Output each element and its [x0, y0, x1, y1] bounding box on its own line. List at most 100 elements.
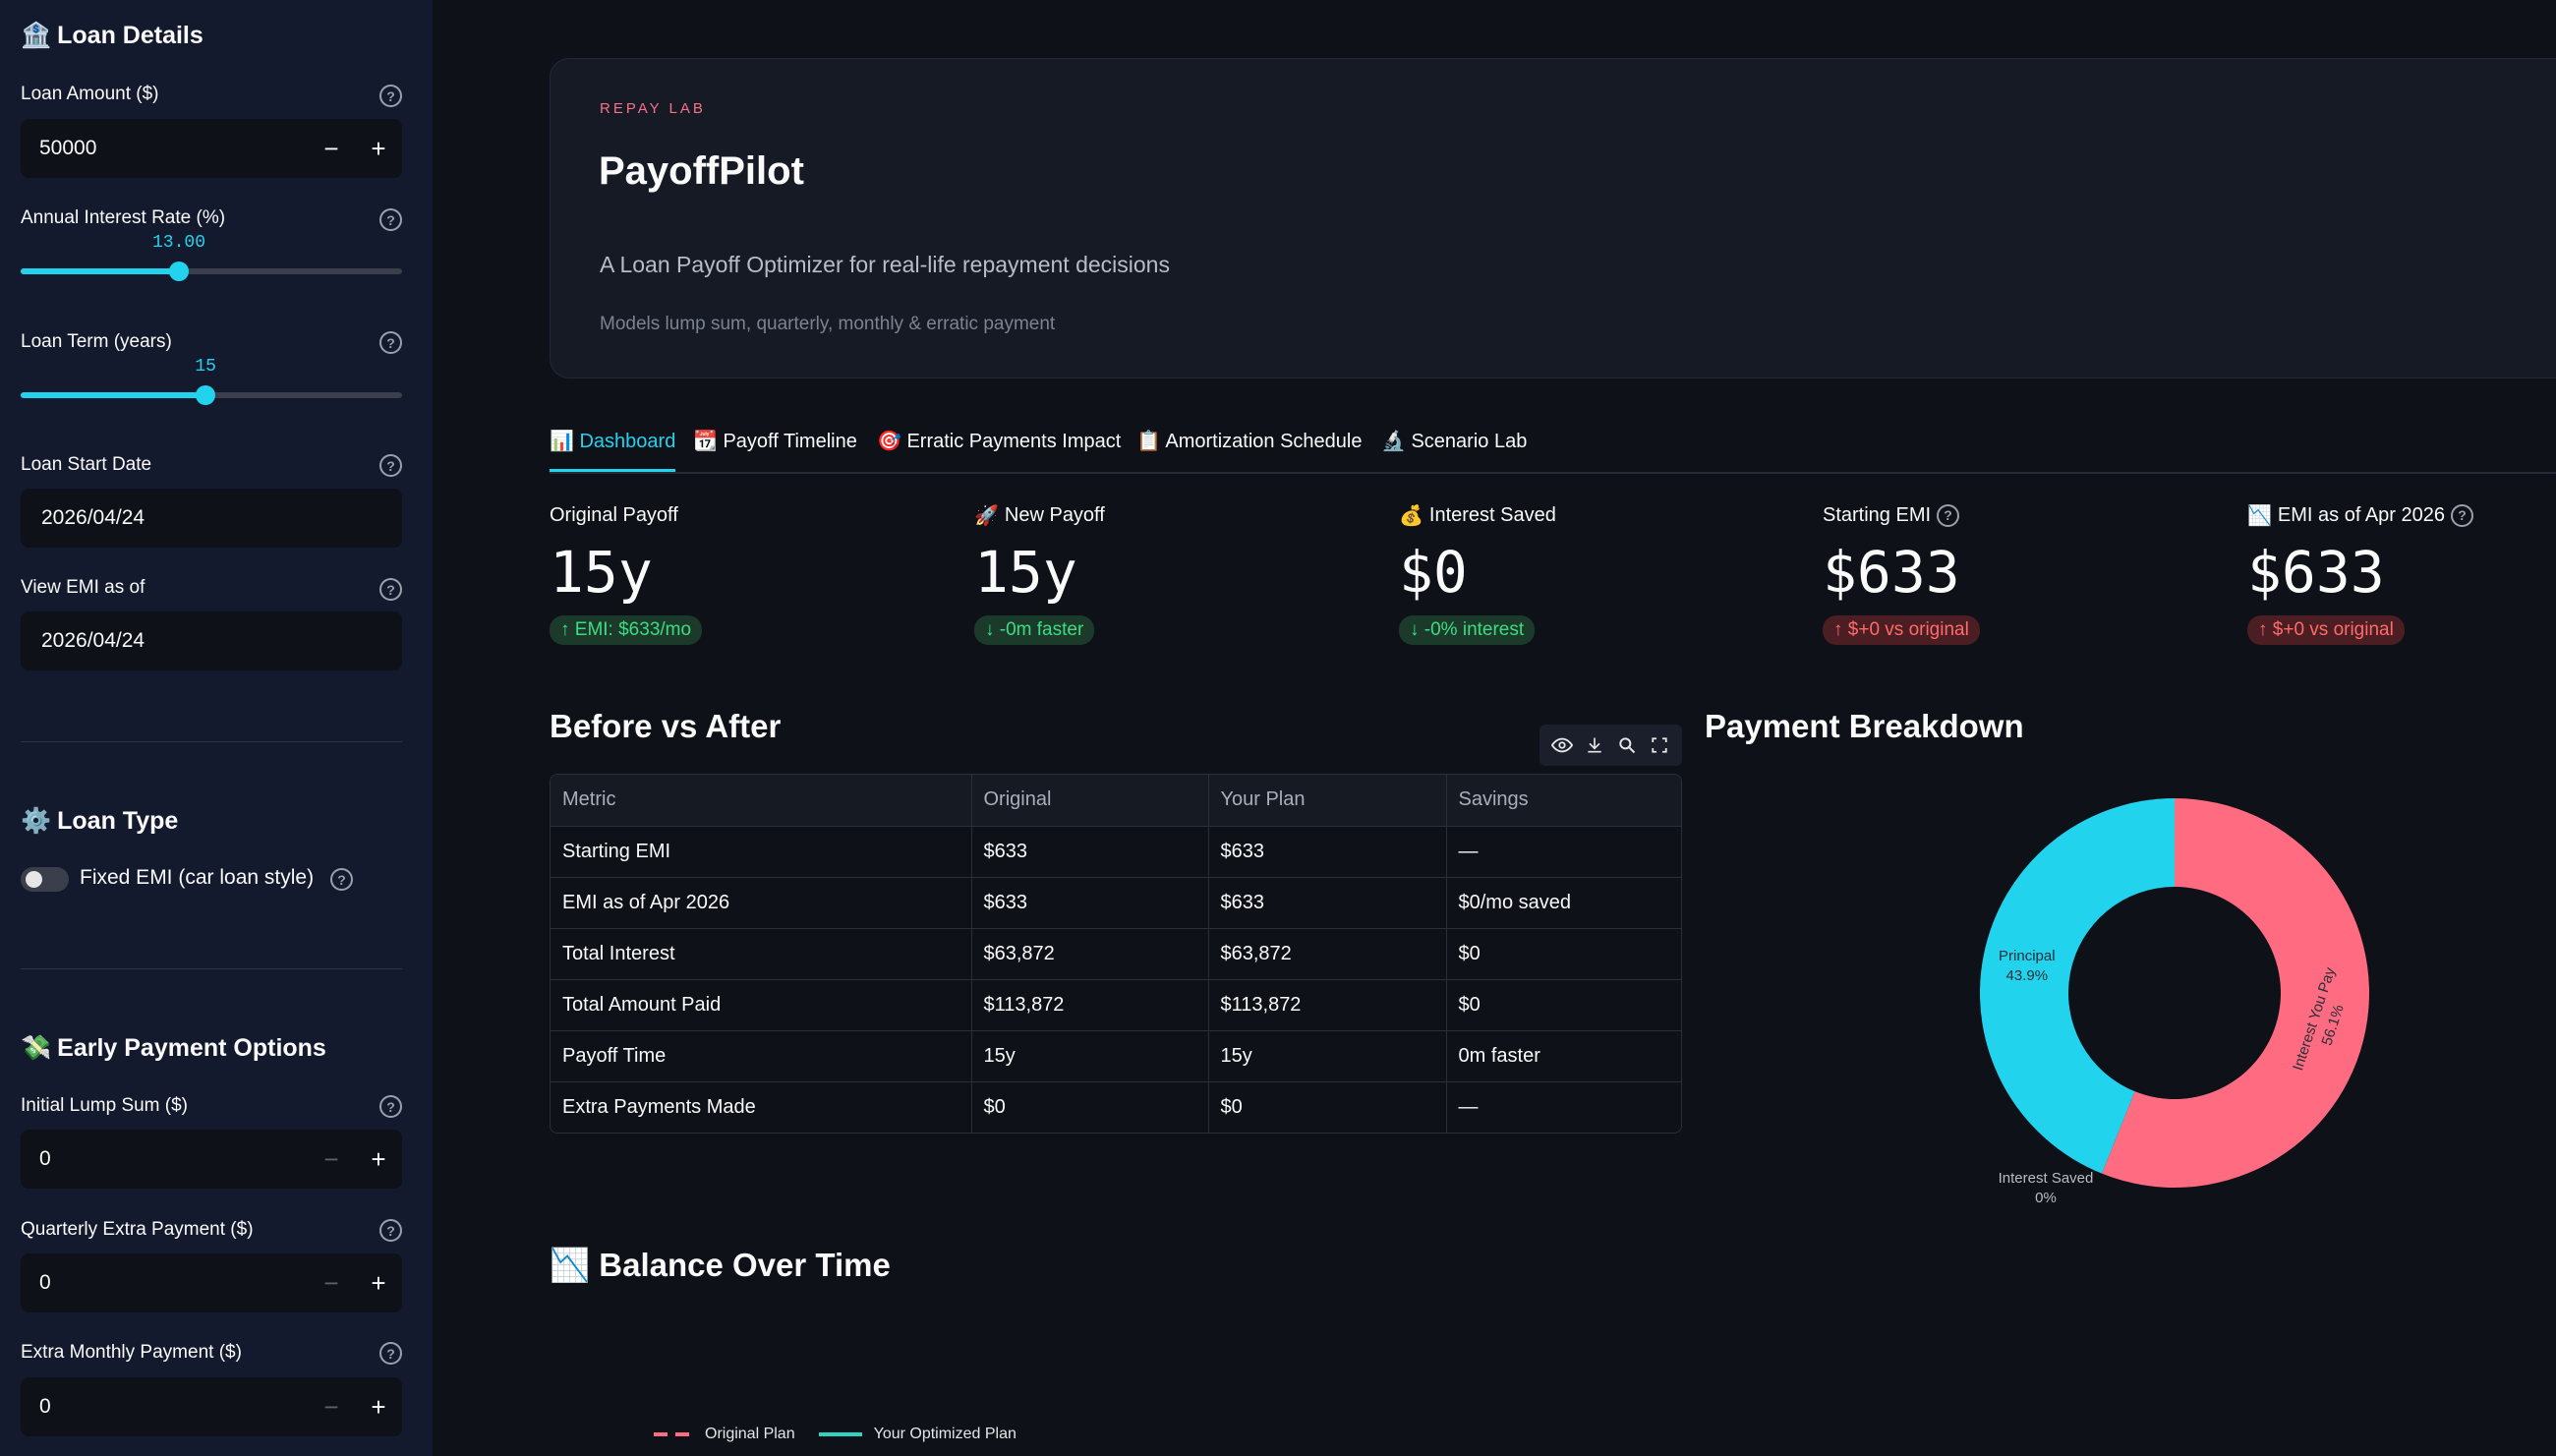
initial-lump-sum-input[interactable]: 0 − +: [21, 1130, 402, 1189]
loan-amount-increment-button[interactable]: +: [371, 134, 386, 163]
column-header[interactable]: Metric: [551, 775, 972, 827]
column-header[interactable]: Original: [971, 775, 1209, 827]
table-cell[interactable]: Total Interest: [551, 928, 972, 980]
table-cell[interactable]: $63,872: [971, 928, 1209, 980]
quarterly-extra-decrement-button[interactable]: −: [323, 1268, 339, 1298]
fullscreen-icon[interactable]: [1648, 733, 1671, 757]
table-cell[interactable]: Extra Payments Made: [551, 1081, 972, 1133]
view-emi-date-value[interactable]: 2026/04/24: [41, 629, 145, 652]
table-cell[interactable]: $113,872: [971, 979, 1209, 1031]
starting-emi-help-icon[interactable]: ?: [1937, 503, 1960, 527]
extra-monthly-decrement-button[interactable]: −: [323, 1392, 339, 1422]
donut-slice[interactable]: [1980, 798, 2175, 1174]
table-cell[interactable]: $0: [1446, 979, 1681, 1031]
table-cell[interactable]: $633: [1208, 826, 1447, 878]
initial-lump-sum-help-icon[interactable]: ?: [379, 1095, 402, 1118]
table-cell[interactable]: $0: [1208, 1081, 1447, 1133]
tab-payoff-timeline[interactable]: 📆 Payoff Timeline: [693, 431, 857, 452]
tab-amortization-schedule[interactable]: 📋 Amortization Schedule: [1136, 431, 1363, 452]
donut-slice[interactable]: [2101, 798, 2369, 1188]
table-cell[interactable]: Payoff Time: [551, 1030, 972, 1082]
table-cell[interactable]: $633: [971, 877, 1209, 929]
table-row: Total Interest $63,872 $63,872 $0: [551, 928, 1681, 980]
table-cell[interactable]: $0: [971, 1081, 1209, 1133]
table-cell[interactable]: $633: [971, 826, 1209, 878]
tab-scenario-lab[interactable]: 🔬 Scenario Lab: [1381, 431, 1528, 452]
arrow-down-icon: ↓: [985, 619, 995, 640]
initial-lump-sum-increment-button[interactable]: +: [371, 1144, 386, 1174]
initial-lump-sum-value[interactable]: 0: [39, 1147, 51, 1170]
view-emi-date-input[interactable]: 2026/04/24: [21, 612, 402, 670]
sidebar: 🏦 Loan Details Loan Amount ($) ? 50000 −…: [0, 0, 433, 1456]
loan-start-date-input[interactable]: 2026/04/24: [21, 489, 402, 548]
loan-amount-input[interactable]: 50000 − +: [21, 119, 402, 178]
before-after-table[interactable]: Metric Original Your Plan Savings Starti…: [550, 774, 1682, 1134]
fixed-emi-toggle[interactable]: [21, 867, 69, 892]
quarterly-extra-label: Quarterly Extra Payment ($): [21, 1219, 254, 1240]
before-after-heading: Before vs After: [550, 708, 782, 744]
extra-monthly-help-icon[interactable]: ?: [379, 1342, 402, 1365]
fixed-emi-toggle-knob[interactable]: [26, 871, 42, 888]
legend-label[interactable]: Original Plan: [705, 1426, 795, 1442]
metric-label: New Payoff: [1004, 503, 1105, 526]
table-cell[interactable]: $633: [1208, 877, 1447, 929]
loan-start-date-help-icon[interactable]: ?: [379, 454, 402, 477]
table-cell[interactable]: $63,872: [1208, 928, 1447, 980]
metric-delta: ↓ -0m faster: [974, 615, 1095, 645]
download-icon[interactable]: [1583, 733, 1606, 757]
fixed-emi-help-icon[interactable]: ?: [330, 868, 353, 891]
table-cell[interactable]: 15y: [971, 1030, 1209, 1082]
extra-monthly-value[interactable]: 0: [39, 1395, 51, 1418]
interest-rate-slider-fill: [21, 268, 180, 274]
payment-breakdown-donut-chart[interactable]: Interest You Pay56.1%Principal 43.9%Inter…: [1705, 767, 2556, 1239]
extra-monthly-increment-button[interactable]: +: [371, 1392, 386, 1422]
loan-term-slider[interactable]: 15: [21, 357, 402, 405]
tab-erratic-payments-impact[interactable]: 🎯 Erratic Payments Impact: [877, 431, 1122, 452]
table-cell[interactable]: Starting EMI: [551, 826, 972, 878]
interest-rate-help-icon[interactable]: ?: [379, 208, 402, 231]
loan-start-date-value[interactable]: 2026/04/24: [41, 506, 145, 529]
quarterly-extra-increment-button[interactable]: +: [371, 1268, 386, 1298]
tab-dashboard[interactable]: 📊 Dashboard: [550, 429, 676, 472]
table-cell[interactable]: $0/mo saved: [1446, 877, 1681, 929]
eye-icon[interactable]: [1550, 733, 1574, 757]
column-header[interactable]: Savings: [1446, 775, 1681, 827]
hero-eyebrow: REPAY LAB: [600, 100, 706, 117]
metric-delta: ↑ $+0 vs original: [1823, 615, 1980, 645]
chart-decreasing-icon: 📉: [550, 1247, 591, 1283]
table-cell[interactable]: Total Amount Paid: [551, 979, 972, 1031]
column-header[interactable]: Your Plan: [1208, 775, 1447, 827]
initial-lump-sum-decrement-button[interactable]: −: [323, 1144, 339, 1174]
quarterly-extra-value[interactable]: 0: [39, 1271, 51, 1294]
table-cell[interactable]: 0m faster: [1446, 1030, 1681, 1082]
table-cell[interactable]: —: [1446, 826, 1681, 878]
extra-monthly-input[interactable]: 0 − +: [21, 1377, 402, 1436]
emi-as-of-help-icon[interactable]: ?: [2451, 503, 2474, 527]
table-cell[interactable]: $0: [1446, 928, 1681, 980]
loan-term-slider-thumb[interactable]: [196, 385, 216, 405]
search-icon[interactable]: [1615, 733, 1639, 757]
fixed-emi-label[interactable]: Fixed EMI (car loan style): [80, 866, 315, 889]
loan-amount-help-icon[interactable]: ?: [379, 85, 402, 107]
table-toolbar: [1539, 725, 1682, 766]
payment-breakdown-heading: Payment Breakdown: [1705, 708, 2024, 744]
sidebar-divider: [21, 968, 402, 969]
loan-type-heading: ⚙️ Loan Type: [21, 807, 179, 835]
metric-label: Interest Saved: [1428, 503, 1556, 526]
interest-rate-label: Annual Interest Rate (%): [21, 207, 226, 228]
table-cell[interactable]: —: [1458, 1095, 1479, 1118]
quarterly-extra-input[interactable]: 0 − +: [21, 1253, 402, 1312]
view-emi-help-icon[interactable]: ?: [379, 578, 402, 601]
interest-rate-slider-thumb[interactable]: [169, 262, 190, 281]
table-cell[interactable]: EMI as of Apr 2026: [551, 877, 972, 929]
table-cell[interactable]: 15y: [1208, 1030, 1447, 1082]
interest-rate-slider[interactable]: 13.00: [21, 233, 402, 281]
loan-term-help-icon[interactable]: ?: [379, 331, 402, 354]
legend-label[interactable]: Your Optimized Plan: [873, 1426, 1017, 1442]
quarterly-extra-help-icon[interactable]: ?: [379, 1219, 402, 1242]
table-cell[interactable]: $113,872: [1208, 979, 1447, 1031]
loan-amount-value[interactable]: 50000: [39, 137, 97, 159]
metric-label: EMI as of Apr 2026: [2277, 503, 2446, 526]
loan-amount-decrement-button[interactable]: −: [323, 134, 339, 163]
money-wings-icon: 💸: [21, 1034, 52, 1062]
